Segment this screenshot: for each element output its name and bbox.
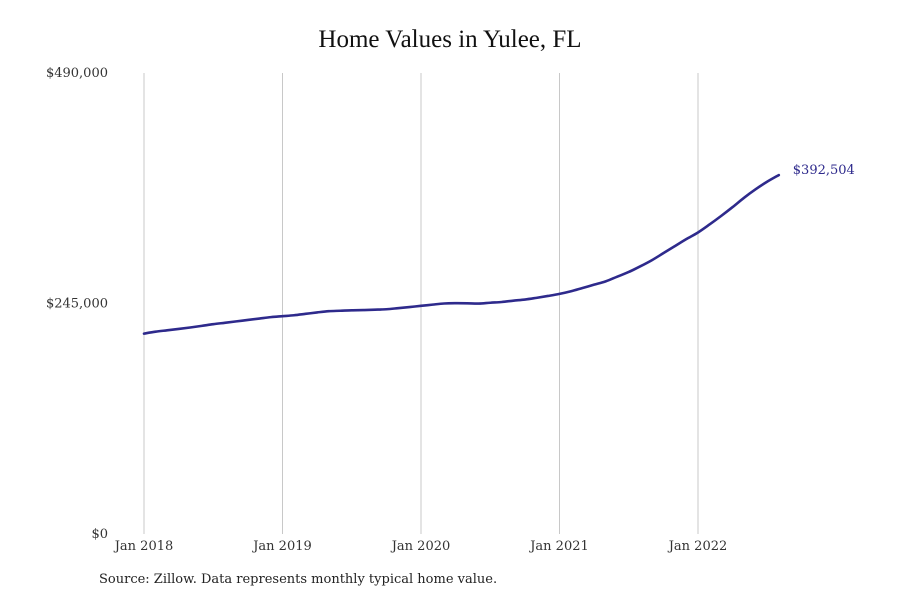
y-tick-label: $245,000 (46, 297, 108, 312)
x-tick-label: Jan 2019 (251, 539, 312, 554)
y-tick-label: $0 (91, 527, 108, 542)
chart-title: Home Values in Yulee, FL (318, 26, 582, 53)
end-value-label: $392,504 (793, 163, 855, 178)
y-tick-label: $490,000 (46, 66, 108, 81)
x-tick-label: Jan 2022 (667, 539, 728, 554)
x-tick-label: Jan 2021 (528, 539, 589, 554)
y-axis-ticks: $490,000 $245,000 $0 (46, 66, 108, 542)
source-note: Source: Zillow. Data represents monthly … (99, 572, 498, 587)
end-value-layer: $392,504 (793, 163, 855, 178)
x-tick-label: Jan 2018 (113, 539, 174, 554)
series-layer (142, 173, 781, 335)
series-line (142, 173, 781, 335)
x-axis-ticks: Jan 2018 Jan 2019 Jan 2020 Jan 2021 Jan 2022 (113, 539, 728, 554)
x-tick-label: Jan 2020 (390, 539, 451, 554)
vertical-gridlines (143, 73, 699, 534)
